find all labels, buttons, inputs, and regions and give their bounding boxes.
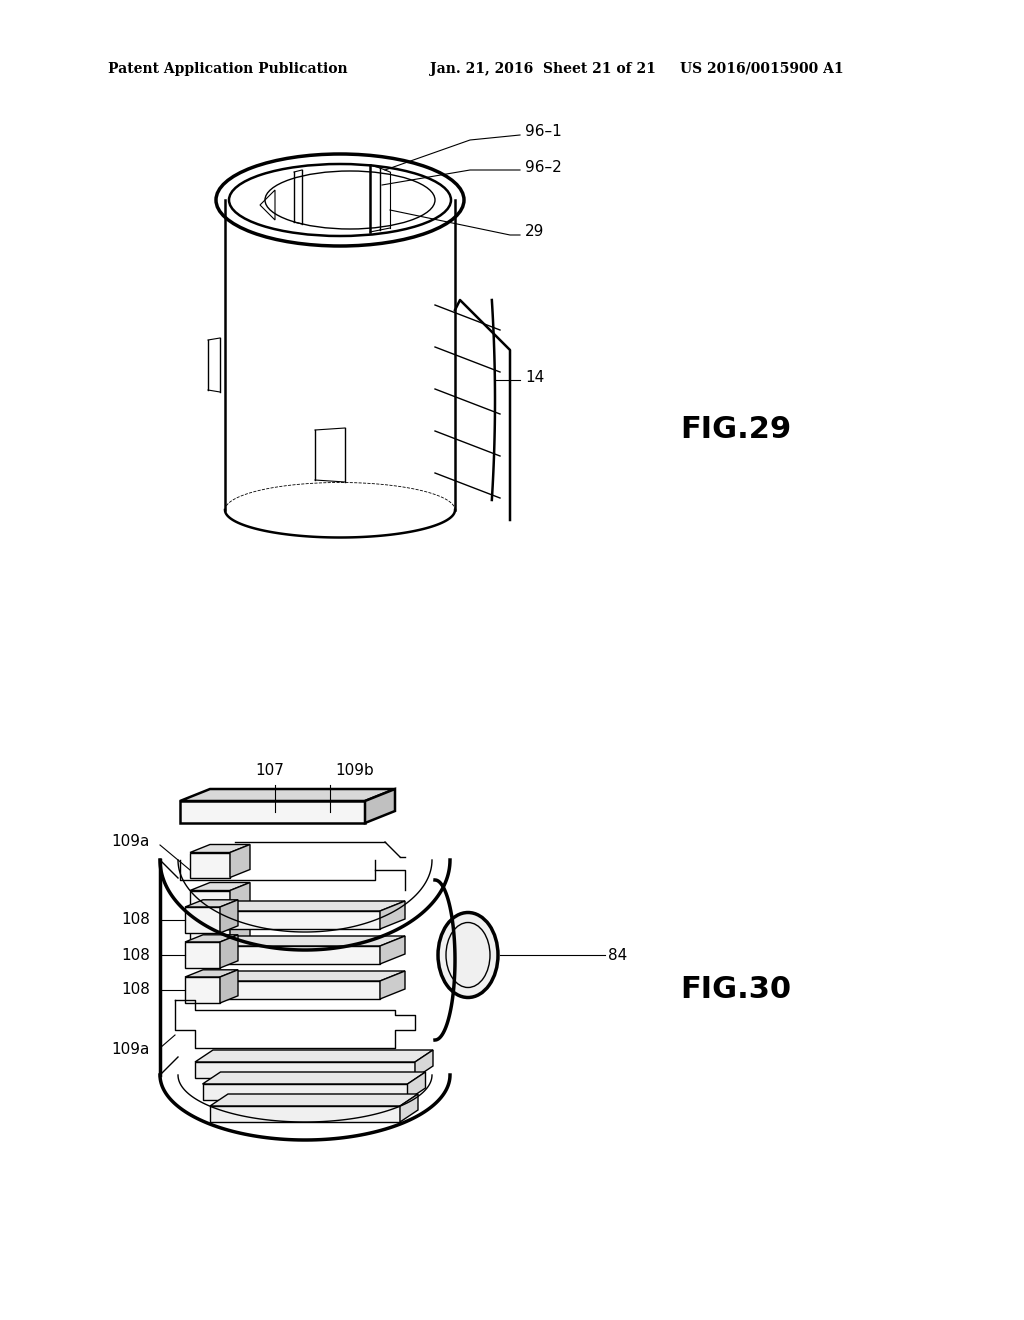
Text: US 2016/0015900 A1: US 2016/0015900 A1 — [680, 62, 844, 77]
Polygon shape — [187, 972, 406, 981]
Polygon shape — [220, 970, 238, 1003]
Text: 108: 108 — [121, 982, 150, 998]
Polygon shape — [220, 900, 238, 933]
Text: 29: 29 — [525, 224, 545, 239]
Text: 108: 108 — [121, 948, 150, 962]
Polygon shape — [180, 789, 395, 801]
Polygon shape — [190, 853, 230, 878]
Polygon shape — [195, 1063, 415, 1078]
Polygon shape — [415, 1049, 433, 1078]
Polygon shape — [187, 946, 380, 964]
Polygon shape — [180, 801, 365, 822]
Text: 96–1: 96–1 — [525, 124, 562, 140]
Polygon shape — [190, 845, 250, 853]
Polygon shape — [230, 883, 250, 916]
Polygon shape — [187, 936, 406, 946]
Polygon shape — [187, 911, 380, 929]
Text: FIG.30: FIG.30 — [680, 975, 792, 1005]
Polygon shape — [185, 935, 238, 942]
Polygon shape — [380, 902, 406, 929]
Polygon shape — [185, 977, 220, 1003]
Polygon shape — [185, 942, 220, 968]
Text: 84: 84 — [608, 948, 628, 962]
Text: 109a: 109a — [112, 1043, 150, 1057]
Text: 109b: 109b — [335, 763, 374, 777]
Polygon shape — [380, 936, 406, 964]
Polygon shape — [185, 907, 220, 933]
Polygon shape — [185, 900, 238, 907]
Text: 14: 14 — [525, 371, 544, 385]
Polygon shape — [185, 970, 238, 977]
Ellipse shape — [229, 164, 451, 236]
Text: 96–2: 96–2 — [525, 161, 562, 176]
Polygon shape — [190, 883, 250, 891]
Polygon shape — [210, 1094, 418, 1106]
Polygon shape — [380, 972, 406, 999]
Polygon shape — [203, 1072, 426, 1084]
Polygon shape — [230, 920, 250, 953]
Polygon shape — [187, 902, 406, 911]
Polygon shape — [408, 1072, 426, 1100]
Polygon shape — [400, 1094, 418, 1122]
Polygon shape — [190, 928, 230, 953]
Polygon shape — [365, 789, 395, 822]
Polygon shape — [220, 935, 238, 968]
Text: 109a: 109a — [112, 834, 150, 850]
Polygon shape — [203, 1084, 408, 1100]
Ellipse shape — [438, 912, 498, 998]
Text: FIG.29: FIG.29 — [680, 416, 792, 445]
Polygon shape — [230, 845, 250, 878]
Polygon shape — [195, 1049, 433, 1063]
Text: Jan. 21, 2016  Sheet 21 of 21: Jan. 21, 2016 Sheet 21 of 21 — [430, 62, 656, 77]
Text: 107: 107 — [256, 763, 285, 777]
Text: Patent Application Publication: Patent Application Publication — [108, 62, 347, 77]
Polygon shape — [190, 891, 230, 916]
Text: 108: 108 — [121, 912, 150, 928]
Polygon shape — [210, 1106, 400, 1122]
Polygon shape — [190, 920, 250, 928]
Polygon shape — [187, 981, 380, 999]
